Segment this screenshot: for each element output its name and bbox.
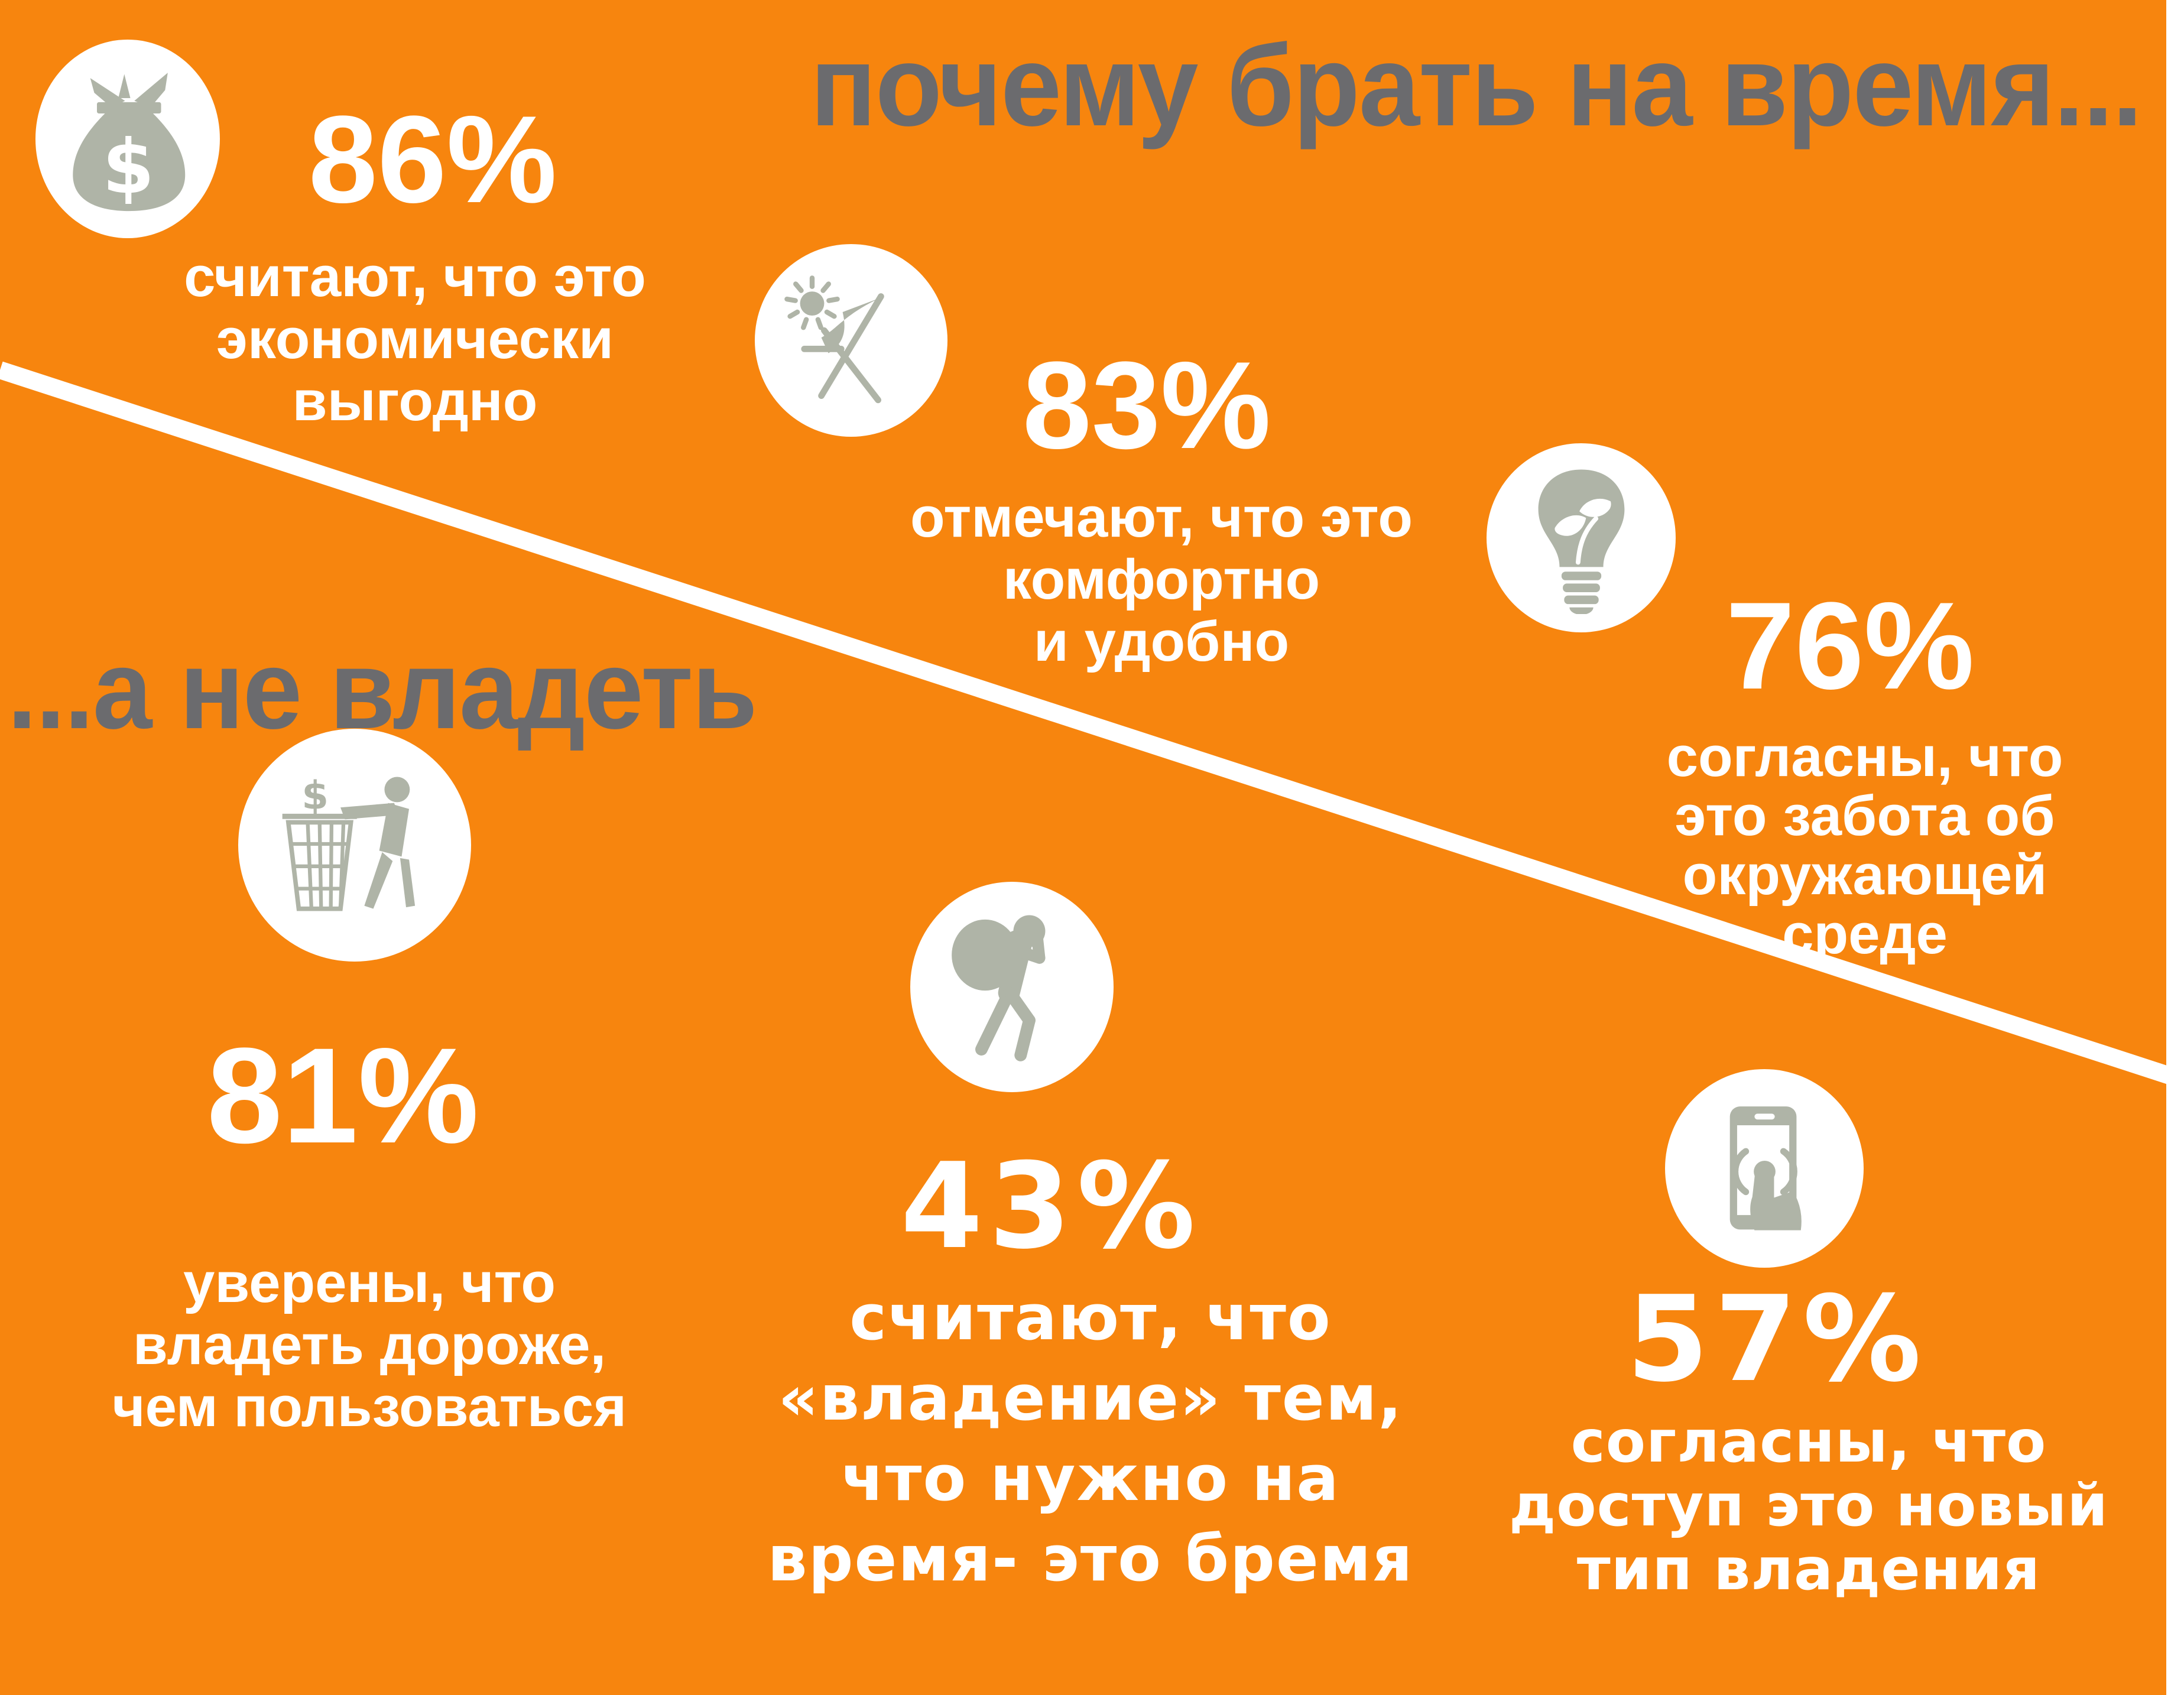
stat-caption-line: отмечают, что это [910, 486, 1413, 549]
stat-caption-line: доступ это новый [1509, 1472, 2108, 1540]
stat-caption-line: среде [1782, 902, 1948, 966]
title-why-borrow-temporarily: почему брать на время... [810, 21, 2143, 150]
sack-carrier-icon [952, 915, 1046, 1061]
icon-circle: $ [238, 729, 471, 962]
stat-value: 83% [1022, 336, 1271, 475]
stat-caption-line: «владение» тем, [778, 1362, 1403, 1434]
stat-caption-line: что нужно на [841, 1442, 1340, 1515]
right-edge-border [2166, 0, 2184, 1695]
stat-caption-line: владеть дороже, [132, 1313, 606, 1376]
stat-caption-line: и удобно [1033, 610, 1290, 673]
stat-caption-line: считают, что [849, 1281, 1332, 1354]
stat-caption-line: это забота об [1674, 784, 2055, 848]
stat-caption-line: чем пользоваться [112, 1375, 627, 1439]
stat-caption: отмечают, что это комфортно и удобно [881, 486, 1442, 673]
svg-text:$: $ [102, 124, 154, 211]
stat-caption-line: уверены, что [183, 1251, 556, 1314]
stat-caption: согласны, что это забота об окружающей с… [1599, 728, 2131, 964]
deck-chair-sun-icon [784, 275, 884, 404]
stat-caption-line: комфортно [1002, 548, 1320, 611]
title-rather-than-own: ...а не владеть [7, 627, 758, 752]
icon-circle [755, 244, 947, 437]
stat-caption: согласны, что доступ это новый тип владе… [1466, 1410, 2151, 1602]
icon-circle [910, 882, 1114, 1092]
stat-caption-line: окружающей [1682, 843, 2047, 907]
stat-value: 57% [1626, 1271, 1927, 1408]
stat-caption: считают, что «владение» тем, что нужно н… [724, 1278, 1457, 1599]
stat-caption-line: тип владения [1576, 1536, 2041, 1603]
stat-value: 76% [1725, 576, 1975, 715]
stat-value: 81% [206, 1019, 479, 1171]
touch-phone-icon [1729, 1106, 1802, 1230]
stat-caption-line: экономически [216, 307, 614, 371]
stat-caption-line: согласны, что [1666, 725, 2063, 788]
stat-caption-line: считают, что это [184, 245, 646, 309]
svg-text:$: $ [301, 773, 329, 818]
stat-value: 43% [900, 1138, 1202, 1275]
stat-caption-line: согласны, что [1570, 1408, 2047, 1476]
icon-circle [1665, 1069, 1864, 1268]
money-trash-icon: $ [282, 773, 416, 911]
stat-caption-line: выгодно [292, 369, 538, 433]
icon-circle: $ [35, 40, 220, 238]
eco-lightbulb-icon [1538, 469, 1624, 614]
stat-caption: уверены, что владеть дороже, чем пользов… [89, 1252, 650, 1438]
money-bag-icon: $ [73, 73, 186, 212]
stat-value: 86% [308, 90, 557, 229]
stat-caption-line: время- это бремя [767, 1522, 1414, 1595]
stat-caption: считают, что это экономически выгодно [149, 246, 681, 432]
icon-circle [1487, 443, 1676, 632]
